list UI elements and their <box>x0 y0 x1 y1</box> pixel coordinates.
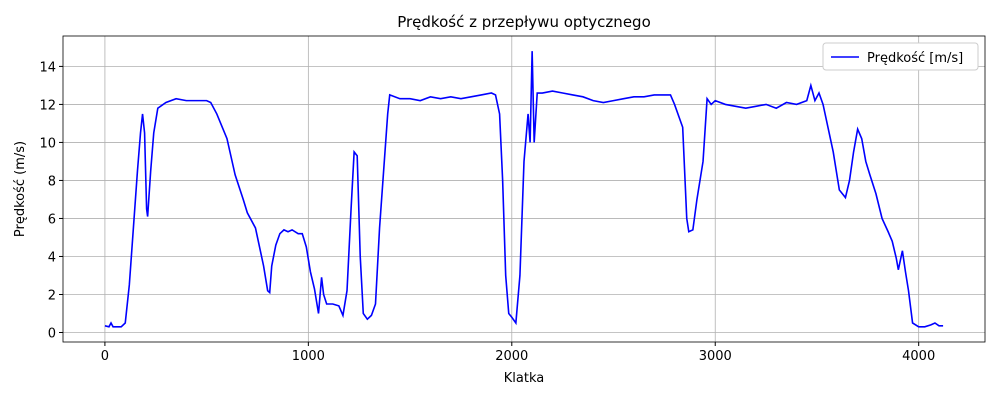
y-tick-label: 14 <box>39 60 56 75</box>
x-tick-label: 2000 <box>495 349 528 364</box>
legend-box <box>822 42 979 71</box>
y-tick-label: 12 <box>39 98 56 113</box>
x-tick-label: 0 <box>101 349 109 364</box>
y-tick-label: 0 <box>48 326 56 341</box>
y-tick-label: 10 <box>39 136 56 151</box>
x-axis-label: Klatka <box>504 371 544 386</box>
legend-label: Prędkość [m/s] <box>867 51 963 66</box>
y-tick-label: 8 <box>48 174 56 189</box>
plot-frame <box>62 35 986 343</box>
line-series <box>104 51 944 328</box>
x-tick-label: 1000 <box>292 349 325 364</box>
x-tick-label: 4000 <box>902 349 935 364</box>
y-tick-label: 6 <box>48 212 56 227</box>
chart-title: Prędkość z przepływu optycznego <box>397 13 651 31</box>
y-axis-label: Prędkość (m/s) <box>13 141 28 237</box>
y-tick-label: 2 <box>48 288 56 303</box>
x-tick-label: 3000 <box>699 349 732 364</box>
y-tick-label: 4 <box>48 250 56 265</box>
